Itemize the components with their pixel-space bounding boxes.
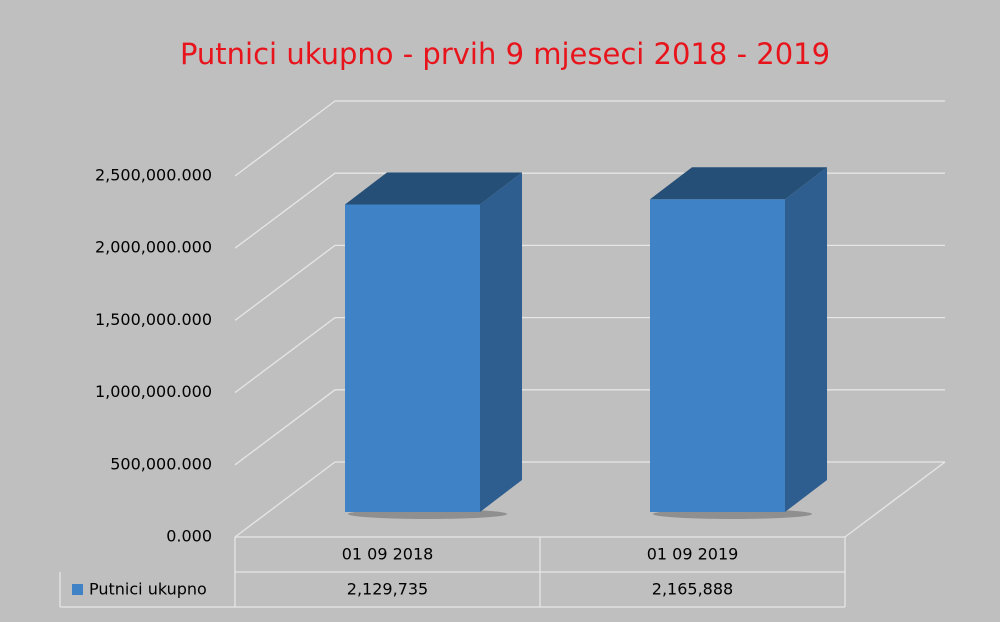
bar <box>650 199 785 512</box>
x-tick-label: 01 09 2019 <box>647 545 739 564</box>
grid-line <box>234 100 945 177</box>
y-tick-label: 1,500,000.000 <box>95 310 212 329</box>
y-tick-label: 1,000,000.000 <box>95 382 212 401</box>
chart-title: Putnici ukupno - prvih 9 mjeseci 2018 - … <box>180 37 830 71</box>
value-label: 2,129,735 <box>347 580 428 599</box>
y-tick-label: 2,500,000.000 <box>95 166 212 185</box>
y-tick-label: 500,000.000 <box>110 454 212 473</box>
bar-side <box>480 172 522 513</box>
x-tick-label: 01 09 2018 <box>342 545 434 564</box>
y-tick-label: 2,000,000.000 <box>95 238 212 257</box>
bar-side <box>785 167 827 512</box>
legend-label: Putnici ukupno <box>89 580 207 599</box>
bar-top <box>650 167 827 200</box>
bar-top <box>345 172 522 205</box>
legend-key <box>72 584 83 595</box>
y-tick-label: 0.000 <box>166 527 212 546</box>
bar <box>345 204 480 513</box>
value-label: 2,165,888 <box>652 580 733 599</box>
